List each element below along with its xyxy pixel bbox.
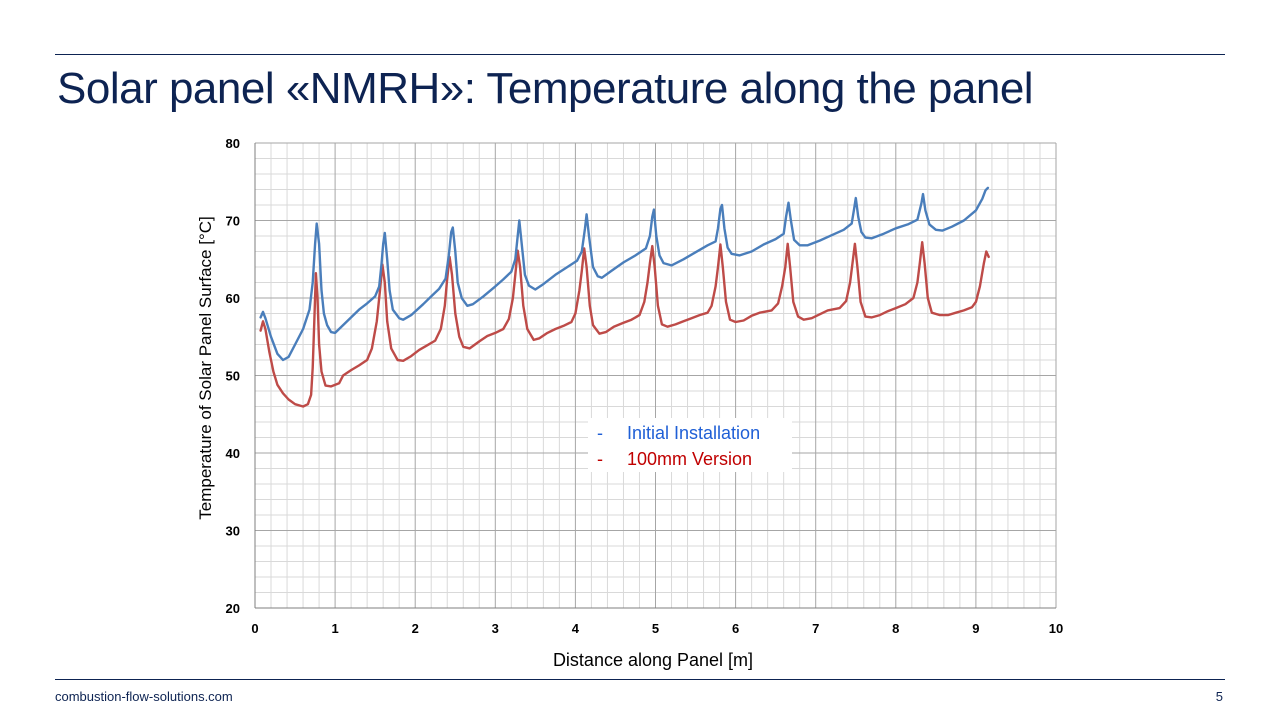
footer-website: combustion-flow-solutions.com [55,689,233,704]
slide-title: Solar panel «NMRH»: Temperature along th… [57,64,1034,113]
x-tick-label: 10 [1049,621,1063,636]
y-tick-label: 30 [226,524,240,539]
x-tick-label: 9 [972,621,979,636]
x-tick-label: 3 [492,621,499,636]
series-layer [259,186,990,408]
y-tick-label: 80 [226,136,240,151]
x-tick-label: 6 [732,621,739,636]
y-tick-label: 60 [226,291,240,306]
page-number: 5 [1215,689,1223,704]
y-tick-label: 70 [226,214,240,229]
series-line-100mm-version [259,241,990,408]
x-tick-label: 4 [572,621,580,636]
y-tick-label: 20 [226,601,240,616]
x-axis-label: Distance along Panel [m] [553,650,753,670]
y-axis-label: Temperature of Solar Panel Surface [°C] [196,216,215,520]
legend-marker-initial: - [597,423,603,443]
legend-background [588,418,792,472]
series-line-initial-installation [259,186,990,362]
y-tick-label: 40 [226,446,240,461]
x-tick-label: 7 [812,621,819,636]
legend-label-100mm: 100mm Version [627,449,752,469]
x-tick-label: 0 [251,621,258,636]
x-tick-label: 2 [412,621,419,636]
x-tick-labels: 0 1 2 3 4 5 6 7 8 9 10 [251,621,1063,636]
y-tick-labels: 20 30 40 50 60 70 80 [226,136,240,616]
chart-legend: - Initial Installation - 100mm Version [588,418,792,472]
major-gridlines [254,142,1057,609]
x-tick-label: 1 [331,621,338,636]
top-divider [55,54,1225,55]
legend-label-initial: Initial Installation [627,423,760,443]
bottom-divider [55,679,1225,680]
x-tick-label: 5 [652,621,659,636]
legend-marker-100mm: - [597,449,603,469]
x-tick-label: 8 [892,621,899,636]
y-tick-label: 50 [226,369,240,384]
